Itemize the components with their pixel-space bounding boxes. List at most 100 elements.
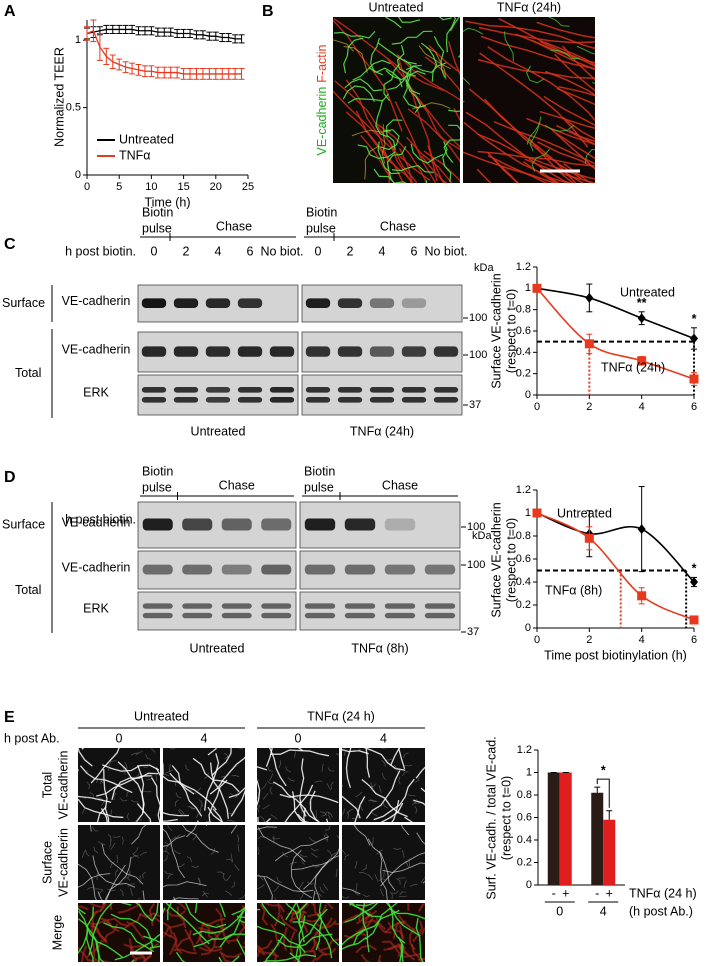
significance: ** <box>637 296 647 310</box>
texture-stroke <box>163 812 190 817</box>
y-tick-label: 1.2 <box>516 484 531 496</box>
texture-stroke <box>174 834 181 841</box>
x-tick-label: 6 <box>691 634 697 646</box>
texture-stroke <box>181 825 219 853</box>
texture-stroke <box>463 121 560 183</box>
texture-stroke <box>119 797 128 802</box>
texture-stroke <box>109 839 112 848</box>
texture-stroke <box>143 935 160 944</box>
texture-stroke <box>355 909 378 925</box>
texture-stroke <box>295 903 305 943</box>
texture-stroke <box>270 948 278 962</box>
band <box>261 612 292 619</box>
texture-stroke <box>333 18 445 92</box>
texture-stroke <box>374 874 379 882</box>
series-label: TNFα (24h) <box>601 360 665 374</box>
marker <box>637 591 647 601</box>
texture-stroke <box>224 754 232 760</box>
protein-label: ERK <box>83 385 109 399</box>
time-label: 4 <box>201 731 208 745</box>
texture-stroke <box>568 129 595 146</box>
y-tick-label: 1 <box>75 34 81 46</box>
texture-stroke <box>306 881 315 885</box>
texture-stroke <box>487 46 595 122</box>
row-group: Total <box>15 583 41 597</box>
texture-stroke <box>99 776 104 784</box>
texture-stroke <box>342 913 359 925</box>
texture-stroke <box>330 852 337 858</box>
texture-stroke <box>240 945 245 948</box>
band <box>141 298 167 308</box>
texture-stroke <box>354 796 366 822</box>
texture-stroke <box>355 944 377 954</box>
band <box>182 564 213 575</box>
texture-stroke <box>277 933 333 949</box>
y-tick-label: 0.6 <box>517 811 532 823</box>
texture-stroke <box>352 889 359 896</box>
y-tick-label: 0.8 <box>516 304 531 316</box>
texture-stroke <box>362 864 367 871</box>
texture-stroke <box>96 806 107 822</box>
texture-stroke <box>234 864 240 871</box>
texture-stroke <box>268 748 287 787</box>
texture-stroke <box>373 778 415 821</box>
marker <box>637 356 647 366</box>
texture-stroke <box>102 764 160 772</box>
texture-stroke <box>307 904 327 918</box>
texture-stroke <box>487 152 520 183</box>
lanes-title: h post biotin. <box>65 244 136 258</box>
band <box>142 612 173 619</box>
panel-letter: D <box>4 469 16 486</box>
texture-stroke <box>379 129 400 151</box>
texture-stroke <box>163 854 168 862</box>
micrograph-bg <box>257 748 339 822</box>
blot <box>301 374 463 416</box>
legend-label: TNFα <box>119 148 151 162</box>
texture-stroke <box>342 936 367 950</box>
texture-stroke <box>322 883 329 891</box>
texture-stroke <box>463 27 484 35</box>
pulse-label: Biotin <box>304 464 335 478</box>
texture-stroke <box>163 921 174 935</box>
mw-label: 100 <box>467 521 485 533</box>
band <box>304 612 336 619</box>
lane-label: 0 <box>315 244 322 258</box>
texture-stroke <box>109 903 113 910</box>
band <box>304 564 336 575</box>
texture-stroke <box>591 76 595 81</box>
texture-stroke <box>262 954 317 962</box>
mw-label: 37 <box>467 626 479 638</box>
micrograph <box>257 825 339 900</box>
texture-stroke <box>317 913 339 947</box>
texture-stroke <box>211 748 232 777</box>
y-axis-label: Normalized TEER <box>52 47 66 147</box>
texture-stroke <box>556 87 595 106</box>
texture-stroke <box>333 30 376 39</box>
protein-label: VE-cadherin <box>62 342 131 356</box>
y-axis-label: (respect to t=0) <box>504 518 518 602</box>
texture-stroke <box>383 869 385 878</box>
texture-stroke <box>110 913 154 949</box>
texture-stroke <box>477 59 595 80</box>
texture-stroke <box>465 111 572 183</box>
texture-stroke <box>342 896 350 899</box>
texture-stroke <box>210 762 229 819</box>
texture-stroke <box>479 52 589 148</box>
texture-stroke <box>177 863 185 868</box>
texture-stroke <box>143 763 151 768</box>
texture-stroke <box>563 163 592 183</box>
texture-stroke <box>101 843 144 885</box>
band <box>269 346 295 357</box>
texture-stroke <box>342 887 361 895</box>
band <box>142 564 173 575</box>
texture-stroke <box>319 886 325 894</box>
texture-stroke <box>203 772 209 780</box>
texture-stroke <box>399 895 408 898</box>
band <box>369 298 395 308</box>
texture-stroke <box>301 857 305 865</box>
texture-stroke <box>418 903 425 912</box>
texture-stroke <box>387 921 405 940</box>
texture-stroke <box>294 749 297 758</box>
texture-stroke <box>279 914 298 932</box>
x-tick-label: 0 <box>556 904 563 918</box>
